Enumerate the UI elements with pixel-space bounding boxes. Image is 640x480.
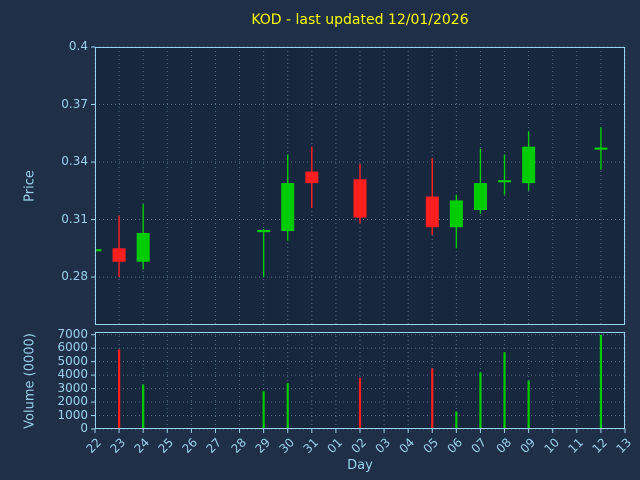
price-axis-label: Price <box>22 170 38 202</box>
price-panel-spine <box>95 47 625 325</box>
volume-axis-label: Volume (0000) <box>22 332 38 429</box>
chart-title: KOD - last updated 12/01/2026 <box>251 12 469 28</box>
volume-ytick-label: 2000 <box>57 394 88 409</box>
price-ytick-label: 0.34 <box>61 154 88 169</box>
volume-ytick-label: 6000 <box>57 340 88 355</box>
candle-body <box>136 232 150 262</box>
volume-ytick-label: 4000 <box>57 367 88 382</box>
volume-ytick-label: 1000 <box>57 407 88 422</box>
candle-body <box>281 183 295 232</box>
volume-panel-spine <box>95 332 625 429</box>
candles <box>95 127 608 278</box>
candle-body <box>305 171 319 184</box>
candle-body <box>473 183 487 210</box>
volume-ytick-label: 3000 <box>57 380 88 395</box>
tick-marks <box>91 46 626 433</box>
candle-body <box>353 179 367 218</box>
x-axis-label: Day <box>347 458 373 473</box>
volume-ytick-label: 7000 <box>57 326 88 341</box>
price-ytick-label: 0.4 <box>68 39 88 53</box>
volume-ytick-label: 5000 <box>57 353 88 368</box>
candle-body <box>449 200 463 228</box>
volume-bars <box>117 334 603 429</box>
price-ytick-label: 0.37 <box>61 96 88 111</box>
candle-body <box>425 196 439 228</box>
volume-ytick-label: 0 <box>80 421 88 435</box>
candle-body <box>522 146 536 184</box>
candle-body <box>112 248 126 262</box>
price-ytick-label: 0.31 <box>61 211 88 226</box>
price-ytick-label: 0.28 <box>61 269 88 284</box>
